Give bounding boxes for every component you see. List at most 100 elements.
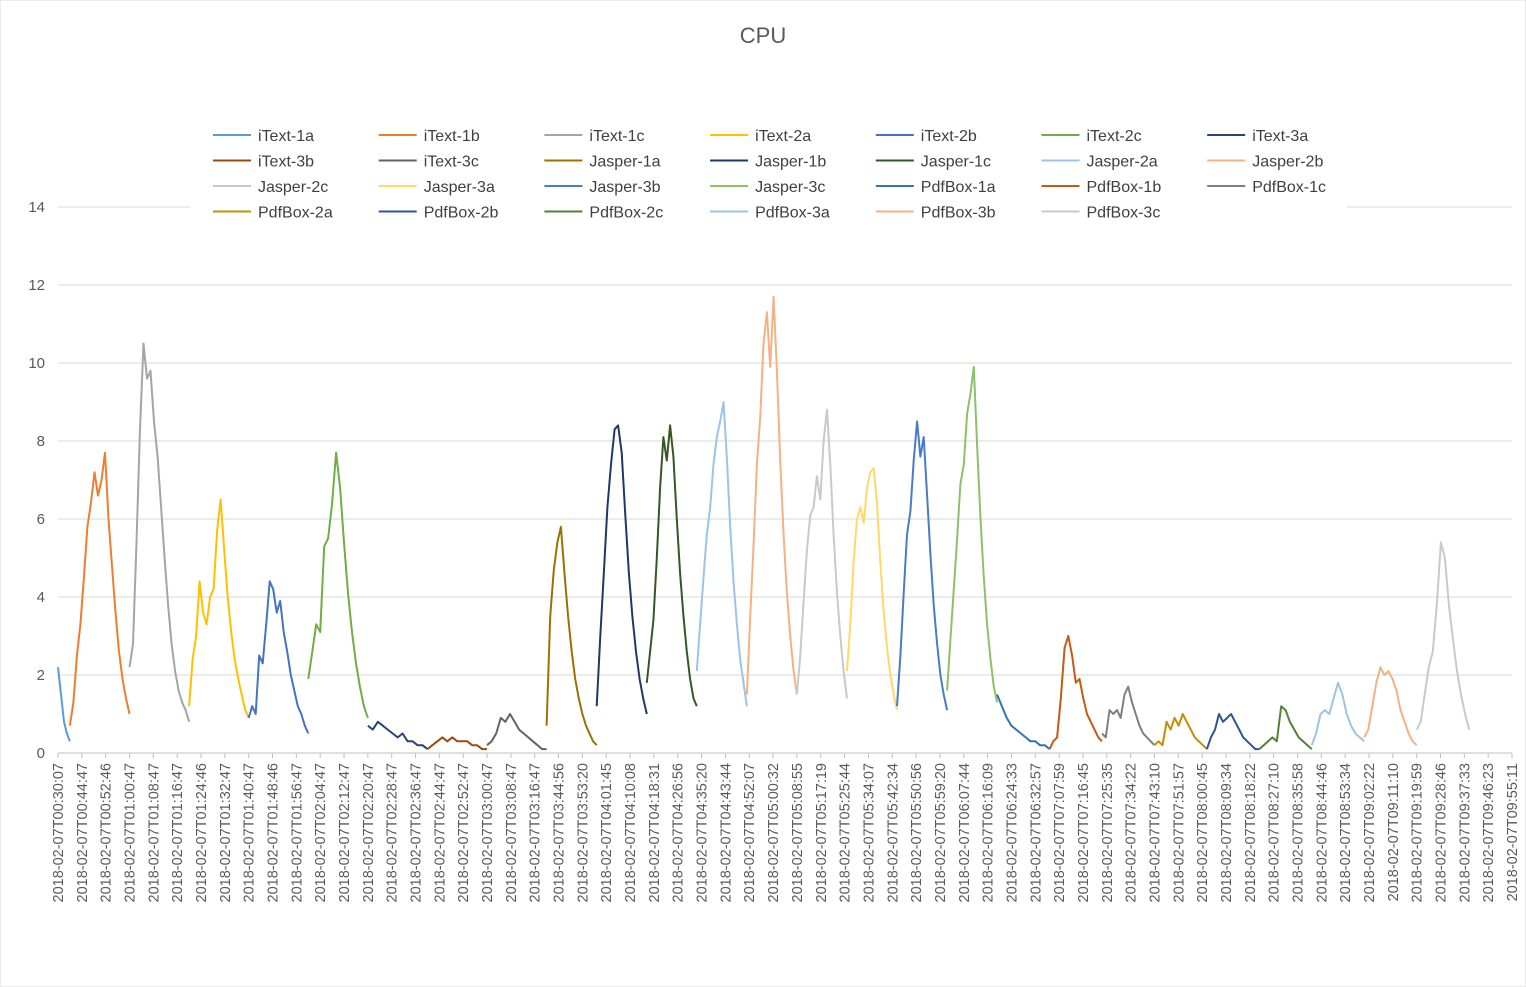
series-line-Jasper-1b: [595, 424, 648, 715]
legend-label: PdfBox-2a: [258, 205, 333, 222]
y-axis: 0 2 4 6 8 10 12 14: [28, 199, 45, 762]
x-tick-label: 2018-02-07T08:53:34: [1338, 763, 1354, 902]
y-tick-label: 0: [37, 745, 45, 762]
legend-item: iText-3a: [1207, 128, 1308, 145]
y-tick-label: 6: [37, 511, 45, 528]
x-tick-label: 2018-02-07T01:08:47: [146, 763, 162, 902]
x-tick-label: 2018-02-07T05:17:19: [814, 763, 830, 902]
legend-label: Jasper-1a: [589, 154, 660, 171]
legend-item: Jasper-1c: [875, 154, 991, 171]
legend-item: Jasper-2b: [1207, 154, 1323, 171]
x-tick-label: 2018-02-07T08:09:34: [1219, 763, 1235, 902]
x-tick-label: 2018-02-07T09:11:10: [1386, 763, 1402, 901]
legend-label: iText-3a: [1252, 128, 1308, 145]
legend-item: PdfBox-1c: [1207, 179, 1326, 196]
x-tick-label: 2018-02-07T02:52:47: [456, 763, 472, 902]
legend-box: [190, 118, 1347, 228]
legend-label: Jasper-2a: [1087, 154, 1158, 171]
series-line-PdfBox-1c: [1101, 685, 1156, 746]
x-tick-label: 2018-02-07T08:00:45: [1195, 763, 1211, 902]
legend-item: iText-2c: [1041, 128, 1142, 145]
x-tick-label: 2018-02-07T09:02:22: [1362, 763, 1378, 902]
x-tick-label: 2018-02-07T07:16:45: [1076, 763, 1092, 902]
x-tick-label: 2018-02-07T02:28:47: [385, 763, 401, 902]
legend-label: iText-1b: [424, 128, 480, 145]
y-tick-label: 4: [37, 589, 45, 606]
legend-background: [190, 118, 1347, 228]
x-tick-label: 2018-02-07T05:25:44: [838, 763, 854, 902]
legend-label: iText-2b: [921, 128, 977, 145]
x-tick-label: 2018-02-07T05:50:56: [909, 763, 925, 902]
x-tick-label: 2018-02-07T02:36:47: [409, 763, 425, 902]
x-tick-label: 2018-02-07T03:16:47: [528, 763, 544, 902]
legend-label: Jasper-1c: [921, 154, 991, 171]
x-tick-label: 2018-02-07T07:51:57: [1171, 763, 1187, 902]
series-line-iText-1a: [57, 667, 71, 742]
x-tick-label: 2018-02-07T01:16:47: [170, 763, 186, 902]
legend-label: PdfBox-3b: [921, 205, 996, 222]
legend-label: PdfBox-1a: [921, 179, 996, 196]
x-tick-label: 2018-02-07T06:24:33: [1004, 763, 1020, 902]
legend-label: PdfBox-1c: [1252, 179, 1326, 196]
legend-item: Jasper-1a: [544, 154, 661, 171]
series-line-iText-2c: [307, 451, 369, 719]
x-tick-label: 2018-02-07T03:44:56: [552, 763, 568, 902]
x-tick-label: 2018-02-07T09:37:33: [1457, 763, 1473, 902]
series-line-PdfBox-3c: [1415, 541, 1471, 731]
series-line-PdfBox-2a: [1153, 713, 1208, 750]
x-tick-label: 2018-02-07T00:30:07: [51, 763, 67, 902]
legend: iText-1a iText-1b iText-1c iText-2a iText-2b…: [213, 128, 1326, 222]
legend-item: iText-1a: [213, 128, 314, 145]
x-tick-label: 2018-02-07T01:32:47: [218, 763, 234, 902]
series-line-PdfBox-2c: [1258, 705, 1313, 750]
legend-item: iText-1b: [378, 128, 480, 145]
legend-item: PdfBox-3a: [710, 205, 830, 222]
x-tick-label: 2018-02-07T04:26:56: [671, 763, 687, 902]
x-axis: 2018-02-07T00:30:07 2018-02-07T00:44:47 20…: [51, 753, 1521, 902]
x-tick-label: 2018-02-07T02:20:47: [361, 763, 377, 902]
series-line-Jasper-2c: [795, 408, 848, 699]
series-line-iText-2a: [188, 498, 250, 719]
legend-item: PdfBox-2c: [544, 205, 663, 222]
legend-label: Jasper-3b: [589, 179, 660, 196]
legend-label: Jasper-3c: [755, 179, 825, 196]
legend-label: iText-2c: [1087, 128, 1142, 145]
legend-item: PdfBox-1b: [1041, 179, 1161, 196]
legend-item: Jasper-2c: [213, 179, 328, 196]
series-line-Jasper-3a: [846, 467, 898, 711]
legend-label: Jasper-2b: [1252, 154, 1323, 171]
y-tick-label: 10: [28, 355, 45, 372]
x-tick-label: 2018-02-07T08:44:46: [1314, 763, 1330, 902]
legend-item: iText-3c: [378, 154, 479, 171]
legend-item: PdfBox-3b: [875, 205, 996, 222]
x-tick-label: 2018-02-07T04:18:31: [647, 763, 663, 902]
x-tick-label: 2018-02-07T03:08:47: [504, 763, 520, 902]
series-line-iText-1c: [128, 342, 191, 723]
x-tick-label: 2018-02-07T00:44:47: [75, 763, 91, 902]
series-line-iText-3c: [486, 713, 547, 751]
series-line-PdfBox-1a: [996, 694, 1051, 750]
series-line-Jasper-1c: [645, 424, 698, 707]
legend-item: Jasper-3c: [710, 179, 825, 196]
legend-label: Jasper-2c: [258, 179, 328, 196]
x-tick-label: 2018-02-07T07:43:10: [1147, 763, 1163, 902]
x-tick-label: 2018-02-07T01:56:47: [289, 763, 305, 902]
x-tick-label: 2018-02-07T06:16:09: [981, 763, 997, 902]
legend-item: Jasper-1b: [710, 154, 826, 171]
legend-label: PdfBox-2c: [589, 205, 663, 222]
legend-label: PdfBox-3a: [755, 205, 830, 222]
x-tick-label: 2018-02-07T05:34:07: [861, 763, 877, 902]
series-line-PdfBox-3a: [1310, 681, 1365, 746]
x-tick-label: 2018-02-07T09:19:59: [1410, 763, 1426, 902]
x-tick-label: 2018-02-07T07:34:22: [1124, 763, 1140, 902]
legend-item: iText-3b: [213, 154, 314, 171]
x-tick-label: 2018-02-07T03:00:47: [480, 763, 496, 902]
x-tick-label: 2018-02-07T08:35:58: [1290, 763, 1306, 902]
x-tick-label: 2018-02-07T08:27:10: [1267, 763, 1283, 902]
x-tick-label: 2018-02-07T01:00:47: [123, 763, 139, 902]
x-tick-label: 2018-02-07T09:55:11: [1505, 763, 1521, 901]
x-tick-label: 2018-02-07T06:32:57: [1028, 763, 1044, 902]
legend-label: iText-1a: [258, 128, 314, 145]
y-tick-label: 8: [37, 433, 45, 450]
